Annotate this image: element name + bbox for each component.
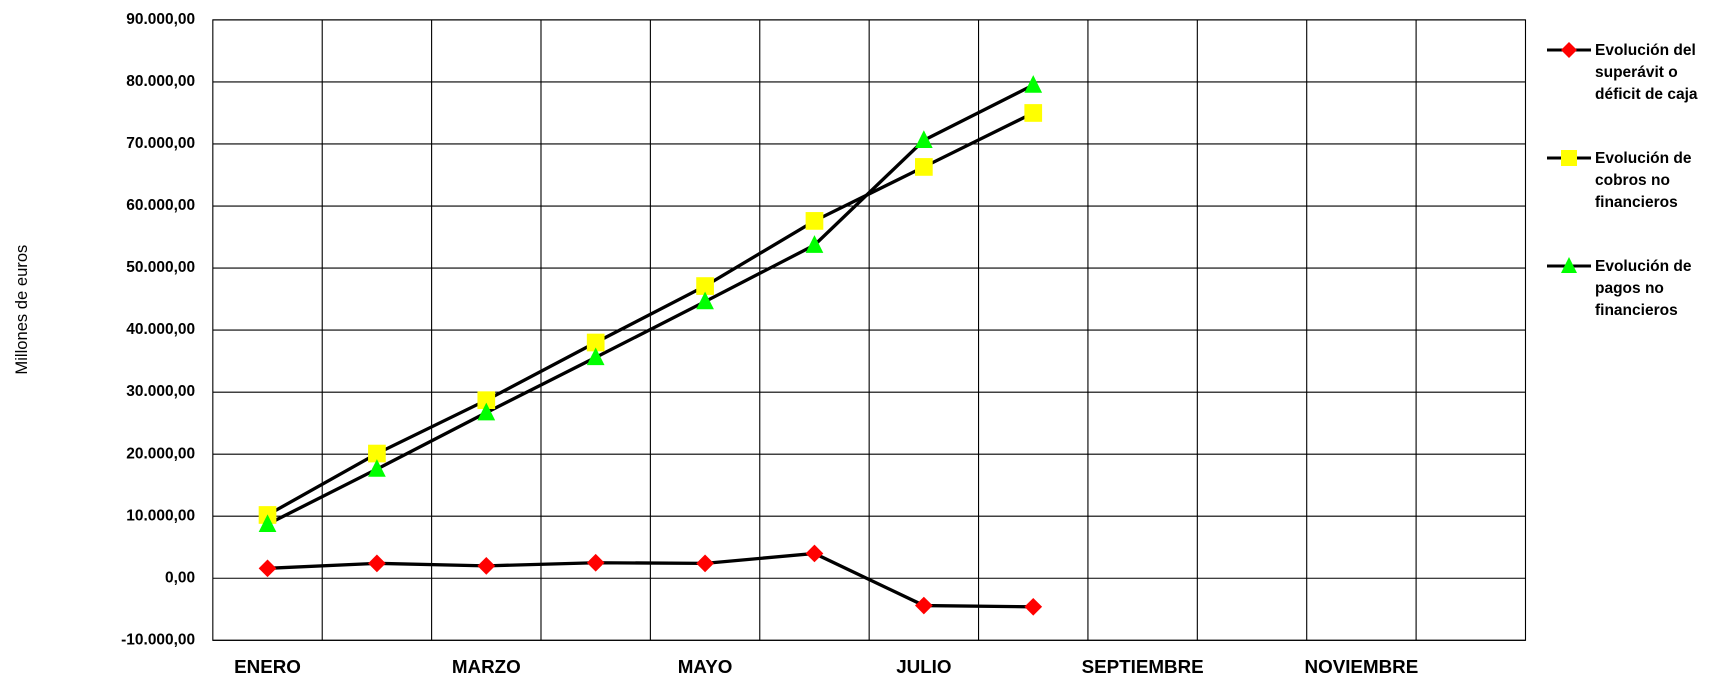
marker xyxy=(1561,257,1577,273)
y-axis-title: Millones de euros xyxy=(12,245,31,375)
marker xyxy=(586,333,605,352)
legend-label: Evolución del superávit o déficit de caj… xyxy=(1595,42,1698,103)
marker xyxy=(1024,597,1043,616)
legend-icon xyxy=(1547,42,1591,58)
marker xyxy=(805,212,824,230)
marker xyxy=(915,158,933,176)
marker xyxy=(696,554,714,573)
marker xyxy=(915,130,933,149)
y-tick-label: 10.000,00 xyxy=(126,507,195,524)
legend-item: Evolución de pagos no financieros xyxy=(1545,256,1735,322)
marker xyxy=(696,277,714,295)
legend-item: Evolución del superávit o déficit de caj… xyxy=(1545,40,1735,106)
marker xyxy=(586,347,605,366)
x-tick-label: JULIO xyxy=(896,656,951,677)
marker xyxy=(586,553,605,572)
y-tick-label: 30.000,00 xyxy=(126,383,195,400)
y-tick-label: 90.000,00 xyxy=(126,11,195,28)
y-tick-label: 60.000,00 xyxy=(126,197,195,214)
y-tick-label: 70.000,00 xyxy=(126,135,195,152)
marker xyxy=(805,544,824,563)
legend-label: Evolución de pagos no financieros xyxy=(1595,258,1692,319)
x-tick-label: ENERO xyxy=(234,656,301,677)
marker xyxy=(368,554,386,573)
marker xyxy=(1024,104,1043,122)
marker xyxy=(696,291,714,310)
y-tick-label: 40.000,00 xyxy=(126,321,195,338)
legend-label: Evolución de cobros no financieros xyxy=(1595,150,1692,211)
marker xyxy=(1561,150,1577,166)
marker xyxy=(915,596,933,615)
x-tick-label: MAYO xyxy=(678,656,733,677)
y-tick-label: 80.000,00 xyxy=(126,73,195,90)
marker xyxy=(1024,75,1043,93)
series-line xyxy=(267,551,1034,609)
marker xyxy=(368,444,386,463)
y-tick-label: 20.000,00 xyxy=(126,445,195,462)
legend: Evolución del superávit o déficit de caj… xyxy=(1545,40,1735,364)
legend-icon xyxy=(1547,150,1591,166)
x-tick-label: MARZO xyxy=(452,656,521,677)
marker xyxy=(368,459,386,477)
x-tick-label: SEPTIEMBRE xyxy=(1082,656,1204,677)
marker xyxy=(477,557,496,575)
legend-item: Evolución de cobros no financieros xyxy=(1545,148,1735,214)
series-line xyxy=(266,83,1034,526)
y-tick-label: 0,00 xyxy=(165,569,195,586)
x-tick-label: NOVIEMBRE xyxy=(1305,656,1419,677)
marker xyxy=(477,402,496,421)
series-line xyxy=(266,111,1034,517)
marker xyxy=(805,235,824,253)
y-tick-label: -10.000,00 xyxy=(121,631,195,648)
marker xyxy=(1561,42,1577,58)
legend-icon xyxy=(1547,257,1591,273)
y-tick-label: 50.000,00 xyxy=(126,259,195,276)
marker xyxy=(258,514,277,533)
marker xyxy=(477,391,496,410)
